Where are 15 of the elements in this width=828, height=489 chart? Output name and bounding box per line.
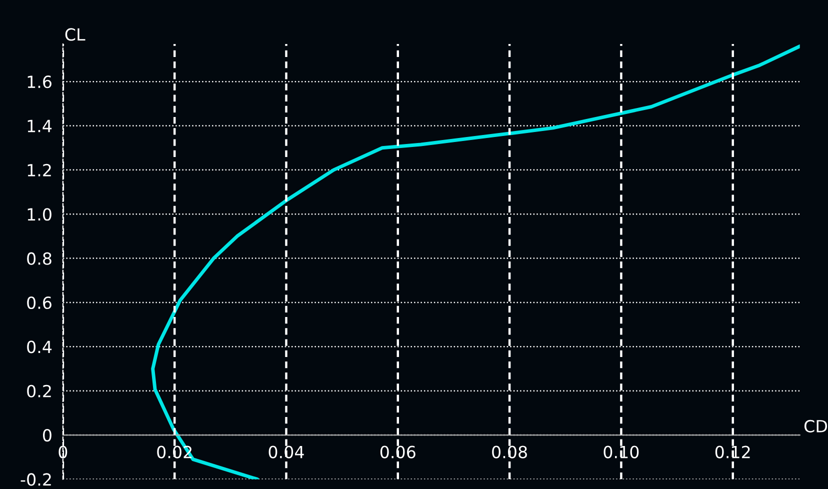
y-tick-label: 1.2	[28, 164, 51, 176]
line-series	[151, 44, 800, 480]
x-axis-title: CD	[804, 420, 828, 432]
y-tick-label: 0.6	[27, 296, 52, 310]
y-tick-label: 0.2	[27, 384, 51, 398]
y-tick-label: 0.4	[27, 340, 52, 354]
y-tick-label: -0.2	[20, 473, 51, 486]
y-axis-title: CL	[65, 28, 86, 41]
y-tick-label: 0.8	[27, 252, 52, 265]
y-tick-label: 1.6	[28, 76, 52, 88]
y-tick-label: 1.4	[28, 120, 52, 132]
y-tick-label: 0	[43, 429, 52, 442]
x-tick-label: 0.10	[604, 446, 639, 458]
y-tick-label: 1.0	[28, 208, 52, 221]
x-tick-label: 0.12	[715, 446, 750, 458]
